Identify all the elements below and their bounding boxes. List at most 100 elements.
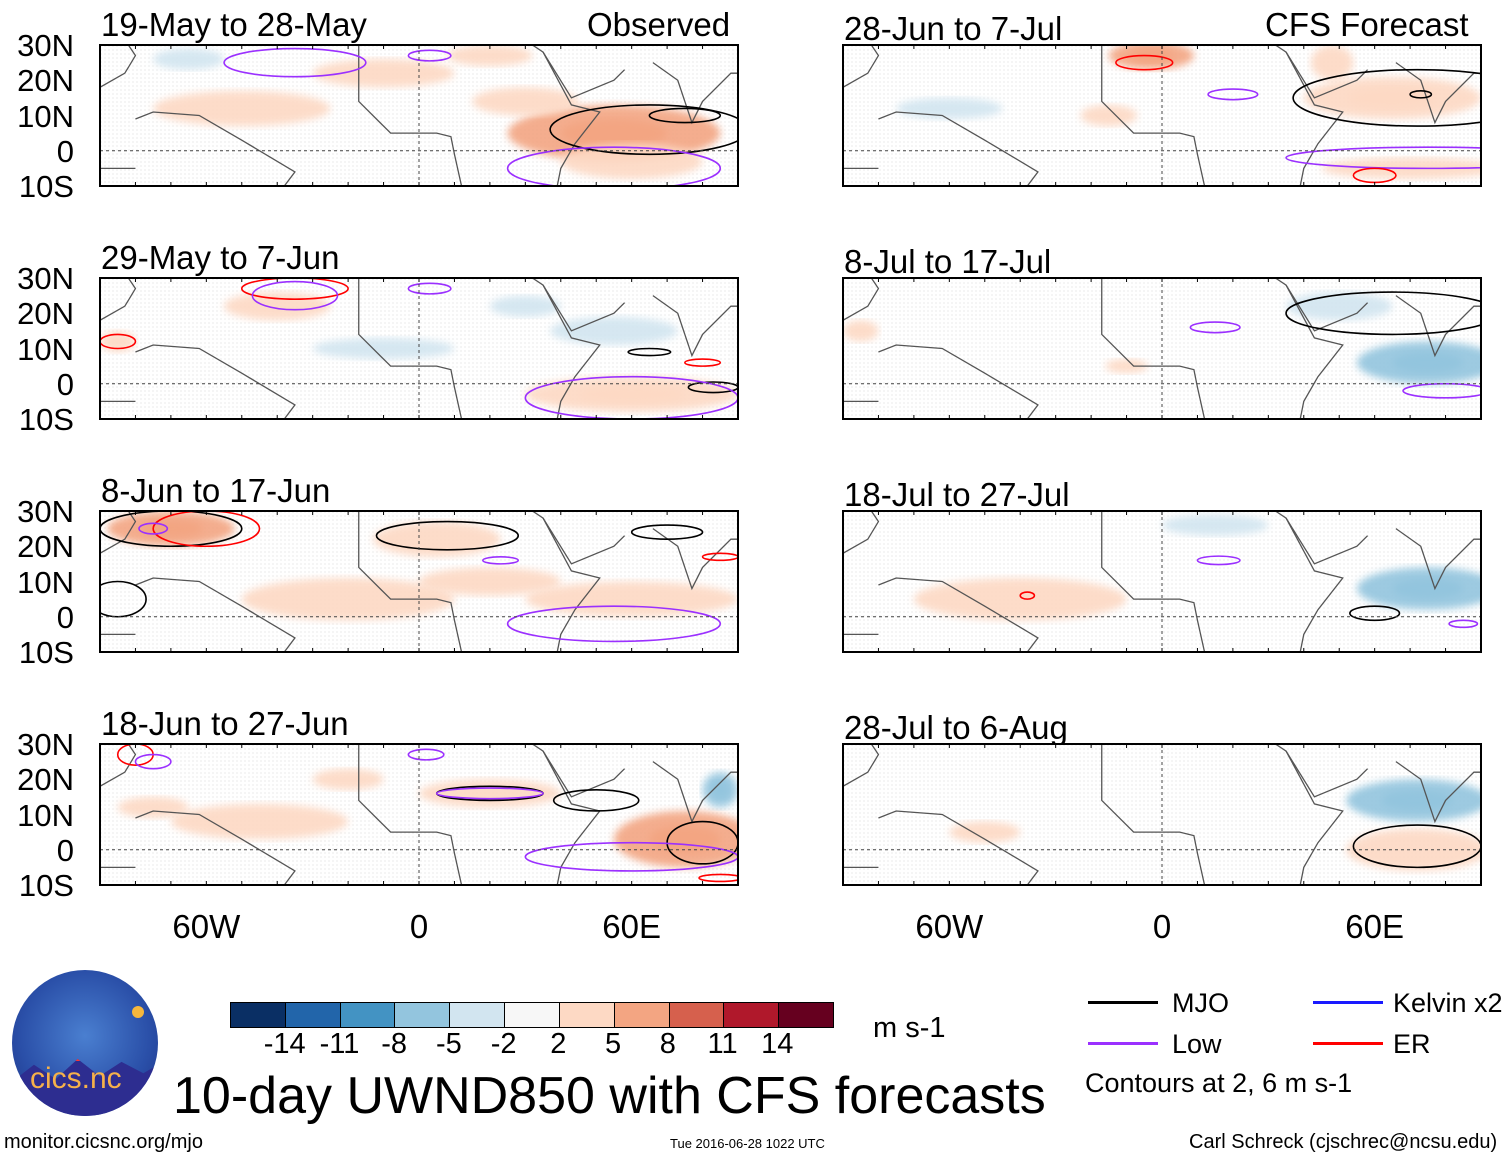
y-tick-label: 30N (17, 28, 74, 63)
wind-anomaly-region (550, 316, 678, 345)
coastline (878, 344, 1039, 419)
coastline (135, 111, 296, 186)
wind-anomaly-core (711, 781, 730, 799)
low-contour (138, 522, 169, 535)
wind-anomaly-core (1392, 577, 1464, 600)
map-panel (99, 44, 739, 187)
colorbar-label: 5 (605, 1028, 622, 1060)
colorbar (230, 1002, 834, 1028)
low-contour (1285, 146, 1481, 170)
colorbar-swatch (285, 1003, 341, 1027)
mjo-contour (1409, 90, 1433, 99)
er-contour (152, 511, 261, 548)
coastline (358, 744, 463, 885)
x-tick-label: 0 (409, 908, 429, 945)
figure-title: 10-day UWND850 with CFS forecasts (173, 1067, 1046, 1125)
coastline (1285, 284, 1369, 332)
low-contour (481, 556, 520, 565)
mjo-contour (1292, 68, 1481, 127)
y-tick-label: 10S (18, 402, 74, 437)
y-tick-label: 20N (17, 296, 74, 332)
legend-line-kelvin (1313, 1001, 1383, 1004)
coastline (1101, 744, 1206, 885)
coastline (1101, 278, 1206, 419)
low-contour (407, 748, 445, 761)
legend-label: Low (1172, 1029, 1222, 1059)
wind-anomaly-core (1381, 789, 1453, 811)
low-contour (506, 146, 722, 186)
coastline (454, 744, 601, 885)
colorbar-label: 2 (550, 1028, 567, 1060)
low-contour (1448, 619, 1479, 629)
panel-title: 18-Jul to 27-Jul (844, 476, 1070, 513)
y-tick-label: 10N (17, 564, 74, 600)
coastline (454, 278, 601, 419)
colorbar-units: m s-1 (873, 1012, 946, 1044)
map-layer (100, 511, 738, 652)
x-tick-label: 60E (1345, 908, 1405, 945)
wind-anomaly-region (1080, 104, 1138, 127)
observed-label: Observed (587, 6, 731, 43)
y-tick-label: 10S (18, 868, 74, 903)
wind-anomaly-region (312, 768, 384, 790)
wind-anomaly-region (1310, 45, 1354, 81)
colorbar-swatch (669, 1003, 725, 1027)
wind-anomaly-region (312, 337, 455, 360)
mjo-contour (552, 789, 640, 812)
coastline (1395, 528, 1481, 591)
legend-line-er (1313, 1042, 1383, 1045)
y-tick-label: 0 (56, 133, 74, 169)
er-contour (698, 873, 738, 883)
coastline (100, 511, 137, 554)
coastline (652, 62, 738, 125)
mjo-contour (375, 520, 520, 551)
low-contour (524, 841, 738, 872)
wind-anomaly-region (153, 90, 331, 127)
footer-url[interactable]: monitor.cicsnc.org/mjo (4, 1131, 203, 1153)
x-tick-label: 0 (1152, 908, 1172, 945)
colorbar-swatch (231, 1003, 286, 1027)
mjo-contour (630, 524, 704, 540)
legend-label: MJO (1172, 988, 1229, 1018)
coastline (454, 511, 601, 652)
wind-anomaly-region (1162, 514, 1269, 536)
coastline (878, 810, 1039, 885)
map-layer (843, 278, 1481, 419)
low-contour (223, 47, 367, 78)
mjo-contour (1352, 824, 1481, 869)
wind-anomaly-region (560, 143, 703, 179)
mjo-contour (648, 107, 722, 124)
coastline (1285, 51, 1369, 99)
wind-anomaly-region (489, 295, 561, 317)
colorbar-swatch (724, 1003, 780, 1027)
wind-anomaly-region (372, 521, 501, 557)
coastline (843, 45, 880, 88)
map-panel (99, 743, 739, 886)
panel-title: 8-Jul to 17-Jul (844, 243, 1052, 280)
footer-timestamp: Tue 2016-06-28 1022 UTC (670, 1136, 825, 1151)
coastline (100, 45, 137, 88)
y-tick-label: 30N (17, 261, 74, 296)
coastline (358, 278, 463, 419)
wind-anomaly-region (419, 779, 561, 808)
coastline (542, 284, 626, 332)
low-contour (506, 605, 722, 643)
wind-anomaly-region (312, 59, 455, 88)
coastline (1395, 295, 1481, 358)
coastline (652, 761, 738, 824)
colorbar-label: -14 (263, 1028, 306, 1060)
coastline (843, 278, 880, 321)
map-panel (842, 277, 1482, 420)
legend-label: Kelvin x2 (1393, 988, 1503, 1018)
map-layer (100, 45, 738, 186)
wind-anomaly-region (224, 292, 331, 321)
er-contour (1019, 591, 1036, 600)
colorbar-swatch (505, 1003, 560, 1027)
y-tick-label: 0 (56, 832, 74, 868)
low-contour (407, 49, 452, 62)
panel-title: 19-May to 28-May (101, 6, 367, 43)
x-tick-label: 60W (915, 908, 984, 945)
map-layer (843, 744, 1481, 885)
colorbar-swatch (340, 1003, 396, 1027)
y-tick-label: 20N (17, 63, 74, 99)
